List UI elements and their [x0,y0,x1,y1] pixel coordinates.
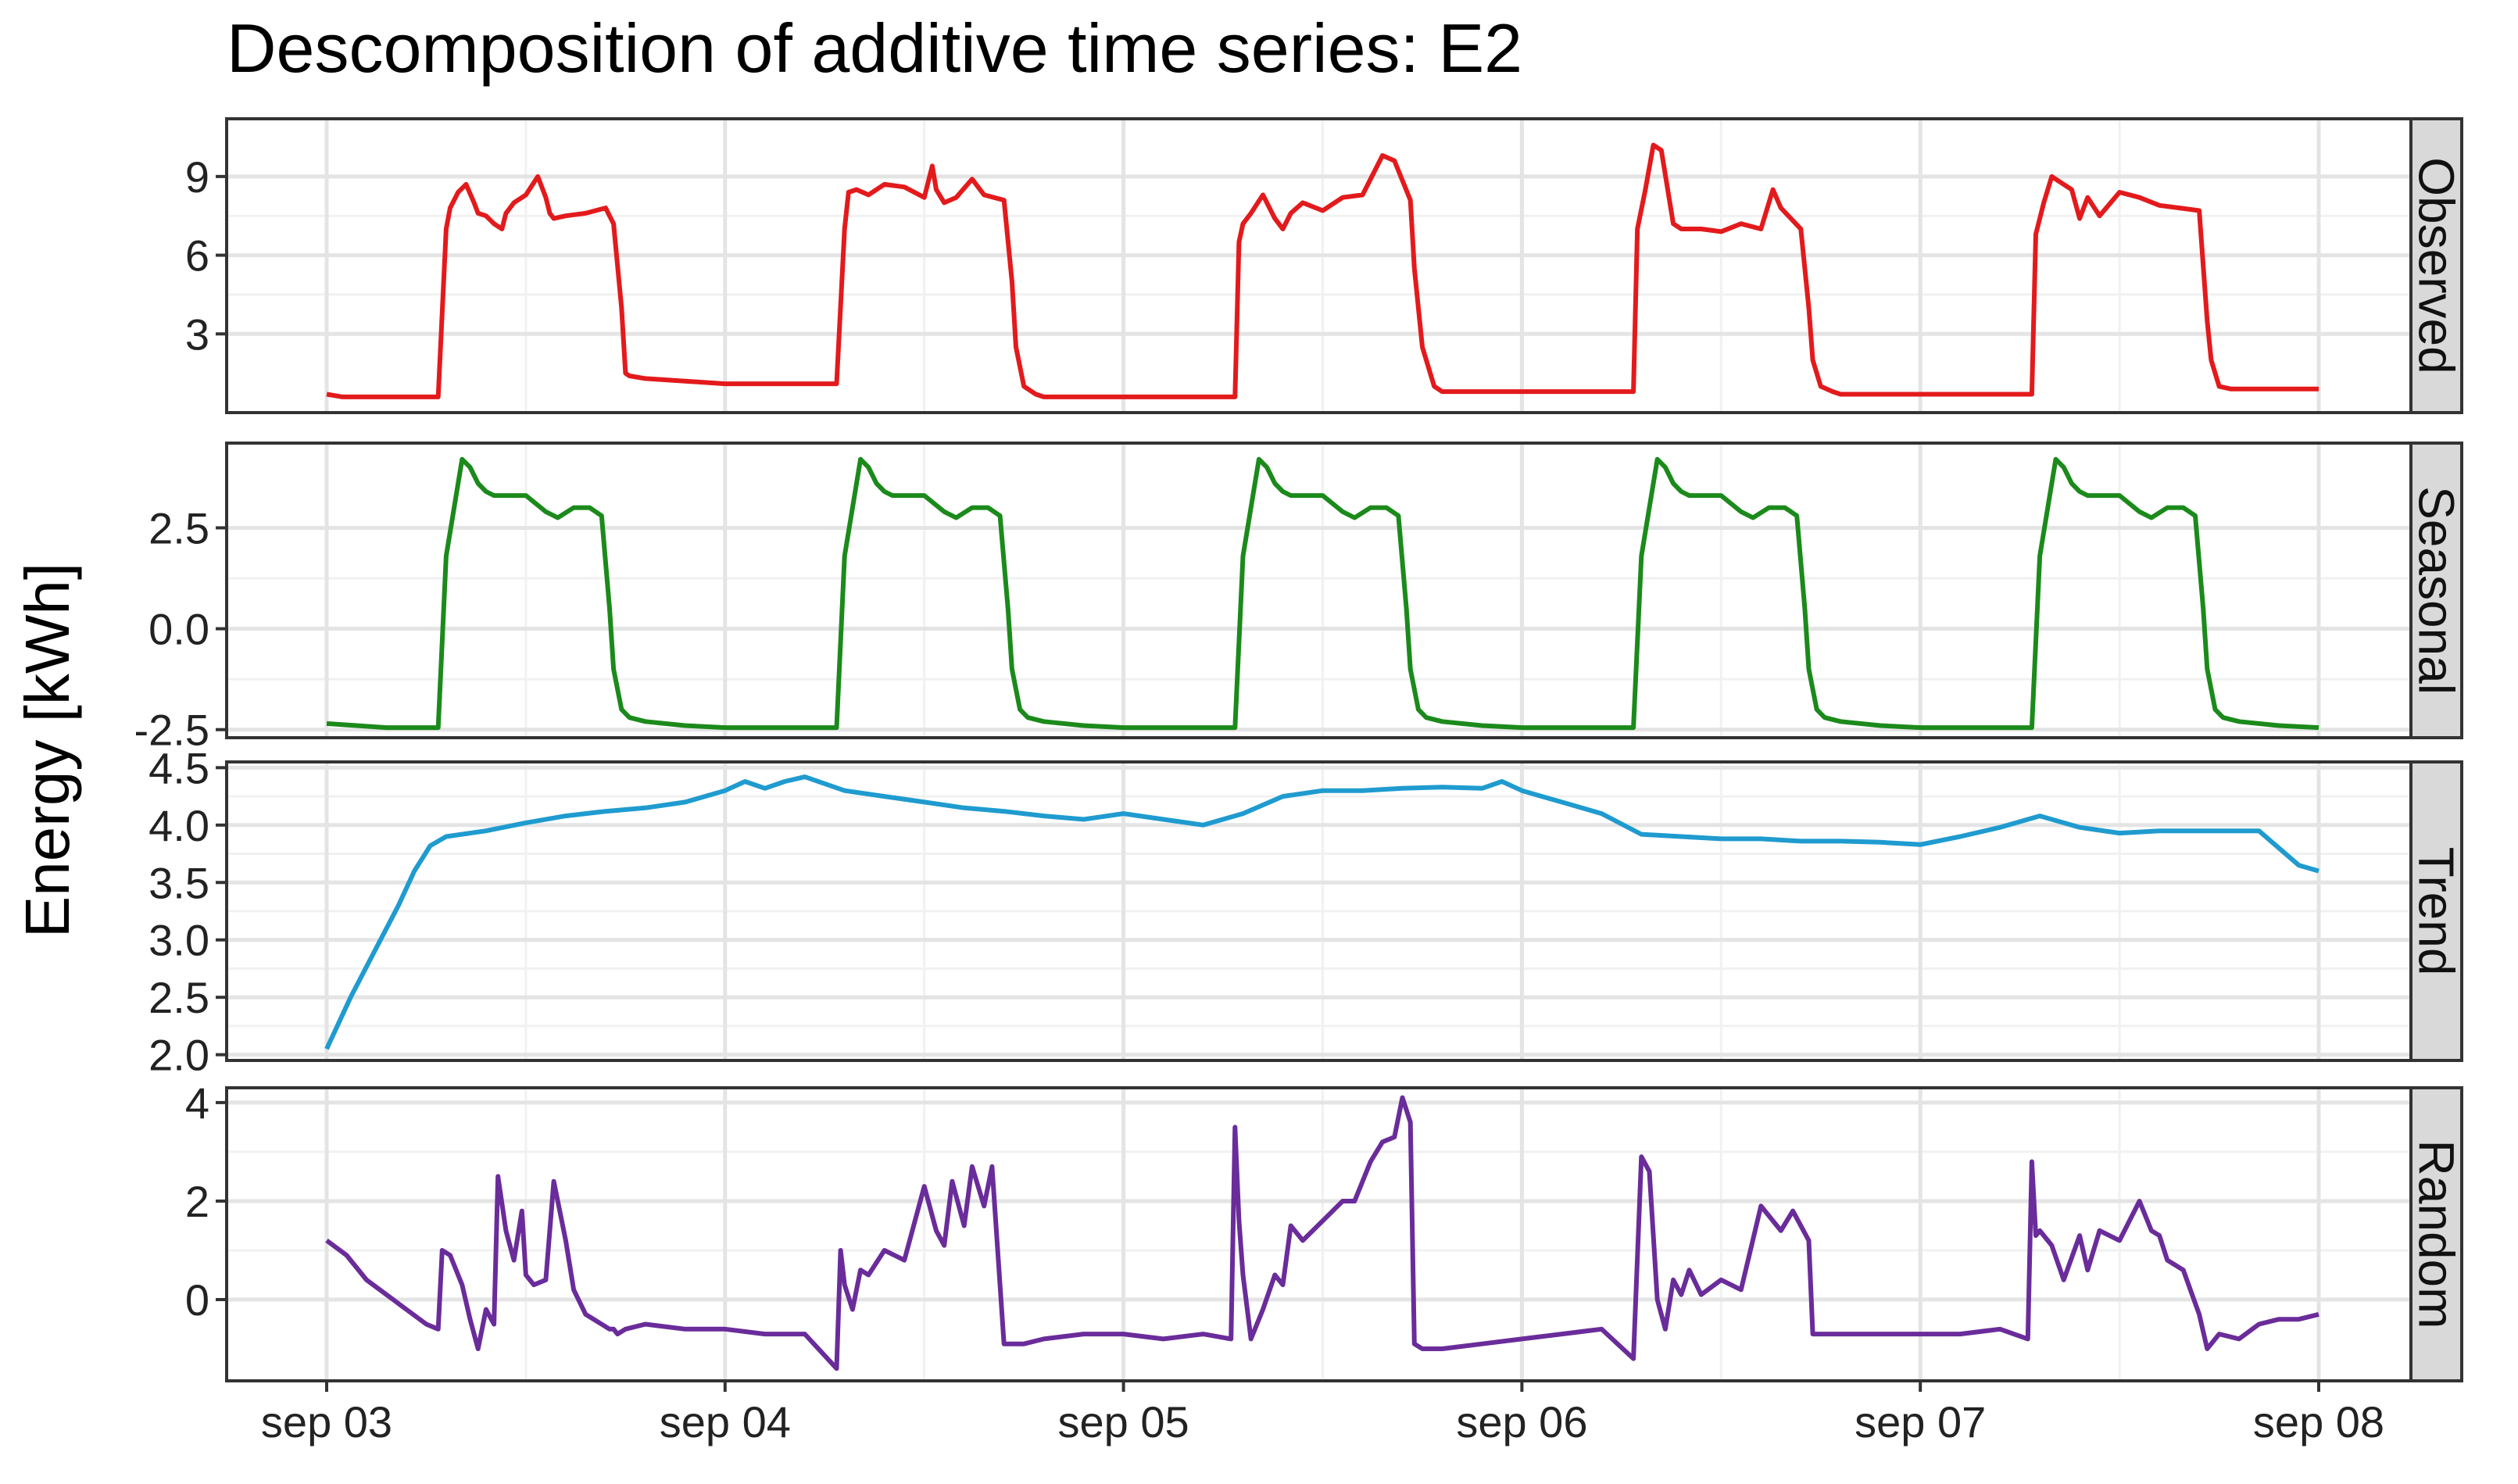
x-tick-label: sep 03 [261,1397,392,1446]
strip-observed [2409,117,2463,414]
strip-label: Trend [2409,847,2465,976]
x-tick-label: sep 07 [1855,1397,1986,1446]
panels-group: 3 6 9 Observed -2.5 0.0 2.5 Seasonal 2.0 2.5 3.0 3.… [134,117,2465,1382]
x-axis: sep 03 sep 04 sep 05 sep 06 sep 07 sep 08 [261,1381,2384,1446]
y-tick-label: 2.5 [148,973,209,1022]
strip-label: Observed [2409,157,2465,374]
y-tick-label: 4 [185,1078,209,1128]
y-tick-label: 4.5 [148,743,209,792]
y-axis-label: Energy [kWh] [13,563,82,938]
y-tick-label: 3.5 [148,858,209,907]
series-line-random [325,1095,2319,1371]
x-tick-label: sep 06 [1456,1397,1587,1446]
panel-background [227,443,2411,738]
panel-observed: 3 6 9 Observed [185,117,2465,414]
panel-random: 0 2 4 Random [185,1078,2465,1382]
y-tick-label: 2.0 [148,1031,209,1080]
y-tick-label: 2.5 [148,503,209,552]
y-tick-label: -2.5 [134,706,210,755]
panel-seasonal: -2.5 0.0 2.5 Seasonal [134,442,2465,755]
y-tick-label: 2 [185,1177,209,1226]
x-tick-label: sep 05 [1058,1397,1189,1446]
y-tick-label: 0.0 [148,605,209,654]
y-tick-label: 0 [185,1275,209,1325]
chart-title: Descomposition of additive time series: … [227,9,1522,87]
y-tick-label: 3.0 [148,916,209,965]
x-tick-label: sep 04 [660,1397,791,1446]
strip-label: Seasonal [2409,486,2465,695]
strip-label: Random [2409,1140,2465,1329]
series-line-observed [326,142,2319,399]
strip-random [2409,1086,2463,1382]
y-tick-label: 3 [185,309,209,359]
panel-trend: 2.0 2.5 3.0 3.5 4.0 4.5 Trend [148,743,2464,1079]
y-tick-label: 6 [185,231,209,281]
series-line-trend [324,774,2319,1050]
y-tick-label: 4.0 [148,801,209,850]
series-line-seasonal [326,456,2319,731]
panel-background [227,1088,2411,1381]
x-tick-label: sep 08 [2253,1397,2384,1446]
panel-background [227,119,2411,413]
strip-seasonal [2409,442,2463,739]
strip-trend [2409,760,2463,1062]
y-tick-label: 9 [185,152,209,202]
